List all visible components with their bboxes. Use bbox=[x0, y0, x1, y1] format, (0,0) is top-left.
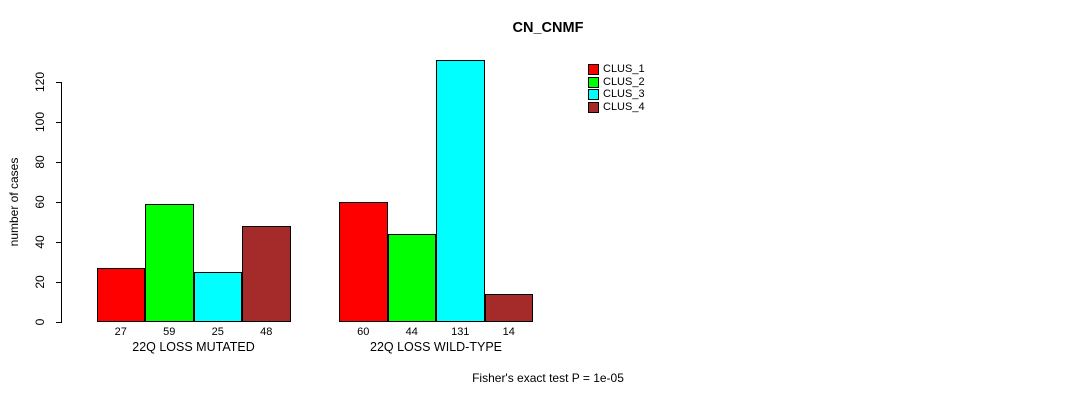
y-axis-tick-label: 80 bbox=[33, 155, 47, 169]
bar-value-label: 48 bbox=[260, 326, 273, 338]
bar-clus_1-group2 bbox=[339, 202, 388, 322]
category-label-group2: 22Q LOSS WILD-TYPE bbox=[370, 340, 502, 354]
y-axis-line bbox=[61, 82, 62, 323]
legend-item-clus_1: CLUS_1 bbox=[588, 63, 645, 76]
bar-value-label: 44 bbox=[405, 326, 418, 338]
bar-clus_3-group2 bbox=[436, 60, 485, 322]
legend-swatch-clus_2 bbox=[588, 76, 599, 88]
legend: CLUS_1 CLUS_2 CLUS_3 CLUS_4 bbox=[588, 63, 645, 114]
y-axis-tick bbox=[56, 81, 61, 83]
y-axis-tick-label: 120 bbox=[33, 71, 47, 93]
y-axis-tick bbox=[56, 241, 61, 243]
y-axis-label: number of cases bbox=[7, 157, 21, 247]
stat-test-annotation: Fisher's exact test P = 1e-05 bbox=[472, 371, 624, 385]
bar-clus_2-group2 bbox=[387, 234, 436, 322]
y-axis-tick bbox=[56, 161, 61, 163]
y-axis-tick-label: 100 bbox=[33, 111, 47, 133]
bar-clus_2-group1 bbox=[145, 204, 194, 322]
y-axis-tick-label: 20 bbox=[33, 275, 47, 289]
y-axis-tick-label: 0 bbox=[33, 318, 47, 326]
bar-value-label: 27 bbox=[114, 326, 127, 338]
y-axis-tick bbox=[56, 201, 61, 203]
bar-clus_1-group1 bbox=[96, 268, 145, 322]
legend-item-clus_3: CLUS_3 bbox=[588, 89, 645, 102]
legend-label: CLUS_2 bbox=[603, 75, 645, 88]
y-axis-tick-label: 40 bbox=[33, 235, 47, 249]
y-axis-tick bbox=[56, 121, 61, 123]
bar-clus_4-group2 bbox=[484, 294, 533, 322]
legend-label: CLUS_1 bbox=[603, 62, 645, 75]
bar-value-label: 131 bbox=[451, 326, 470, 338]
legend-item-clus_2: CLUS_2 bbox=[588, 76, 645, 89]
bar-value-label: 59 bbox=[163, 326, 176, 338]
legend-label: CLUS_3 bbox=[603, 88, 645, 101]
y-axis-tick bbox=[56, 281, 61, 283]
bar-value-label: 60 bbox=[357, 326, 370, 338]
bar-clus_4-group1 bbox=[242, 226, 291, 322]
y-axis-tick-label: 60 bbox=[33, 195, 47, 209]
legend-item-clus_4: CLUS_4 bbox=[588, 101, 645, 114]
category-label-group1: 22Q LOSS MUTATED bbox=[132, 340, 255, 354]
bar-value-label: 25 bbox=[211, 326, 224, 338]
legend-swatch-clus_1 bbox=[588, 63, 599, 75]
legend-label: CLUS_4 bbox=[603, 101, 645, 114]
bar-value-label: 14 bbox=[502, 326, 515, 338]
legend-swatch-clus_4 bbox=[588, 102, 599, 114]
chart-title: CN_CNMF bbox=[512, 20, 584, 36]
y-axis-tick bbox=[56, 321, 61, 323]
bar-clus_3-group1 bbox=[193, 272, 242, 322]
legend-swatch-clus_3 bbox=[588, 89, 599, 101]
